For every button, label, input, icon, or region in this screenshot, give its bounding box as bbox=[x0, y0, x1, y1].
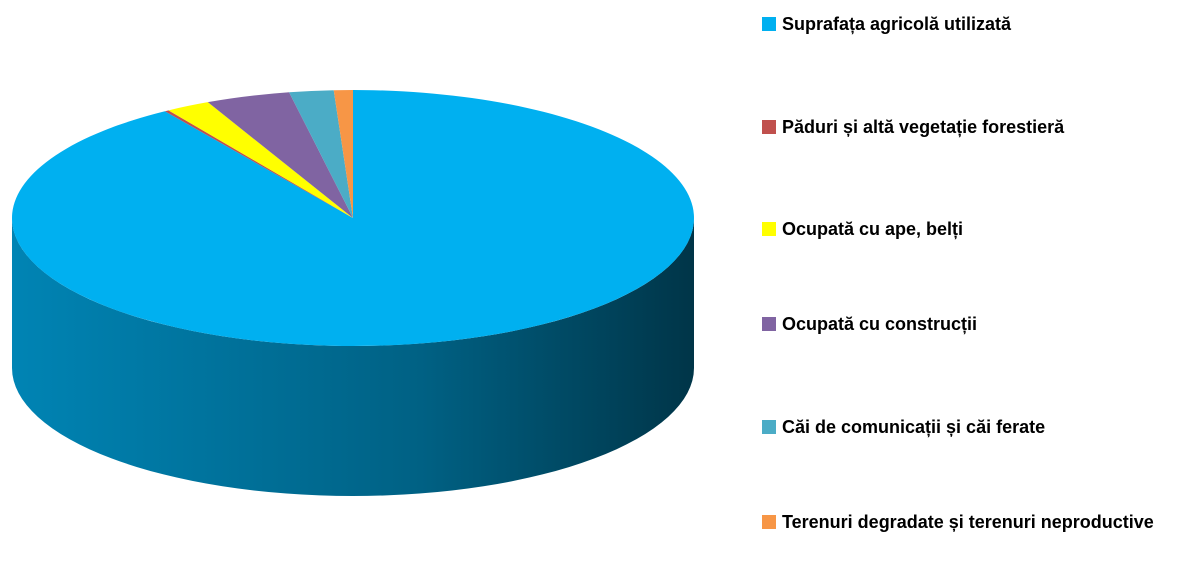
slice bbox=[333, 90, 353, 218]
slice bbox=[289, 90, 353, 218]
slice bbox=[168, 102, 353, 218]
legend-item: Căi de comunicații și căi ferate bbox=[762, 417, 1187, 438]
legend-label: Căi de comunicații și căi ferate bbox=[782, 417, 1046, 437]
legend-label: Terenuri degradate și terenuri neproduct… bbox=[782, 512, 1154, 532]
slice bbox=[207, 92, 353, 218]
legend-item: Ocupată cu construcții bbox=[762, 314, 1187, 335]
legend-item: Păduri și altă vegetație forestieră bbox=[762, 117, 1187, 138]
legend-swatch bbox=[762, 120, 776, 134]
legend-swatch bbox=[762, 317, 776, 331]
legend-label: Suprafața agricolă utilizată bbox=[782, 14, 1012, 34]
legend-swatch bbox=[762, 515, 776, 529]
legend-label: Ocupată cu ape, belți bbox=[782, 219, 964, 239]
legend-swatch bbox=[762, 222, 776, 236]
chart bbox=[11, 90, 695, 496]
legend-label: Păduri și altă vegetație forestieră bbox=[782, 117, 1065, 137]
legend-swatch bbox=[762, 420, 776, 434]
slice bbox=[164, 110, 353, 218]
legend-label: Ocupată cu construcții bbox=[782, 314, 978, 334]
slice bbox=[11, 90, 695, 346]
legend-swatch bbox=[762, 17, 776, 31]
legend-item: Suprafața agricolă utilizată bbox=[762, 14, 1187, 35]
legend-item: Ocupată cu ape, belți bbox=[762, 219, 1187, 240]
legend-item: Terenuri degradate și terenuri neproduct… bbox=[762, 512, 1187, 533]
slice-side bbox=[12, 218, 694, 496]
